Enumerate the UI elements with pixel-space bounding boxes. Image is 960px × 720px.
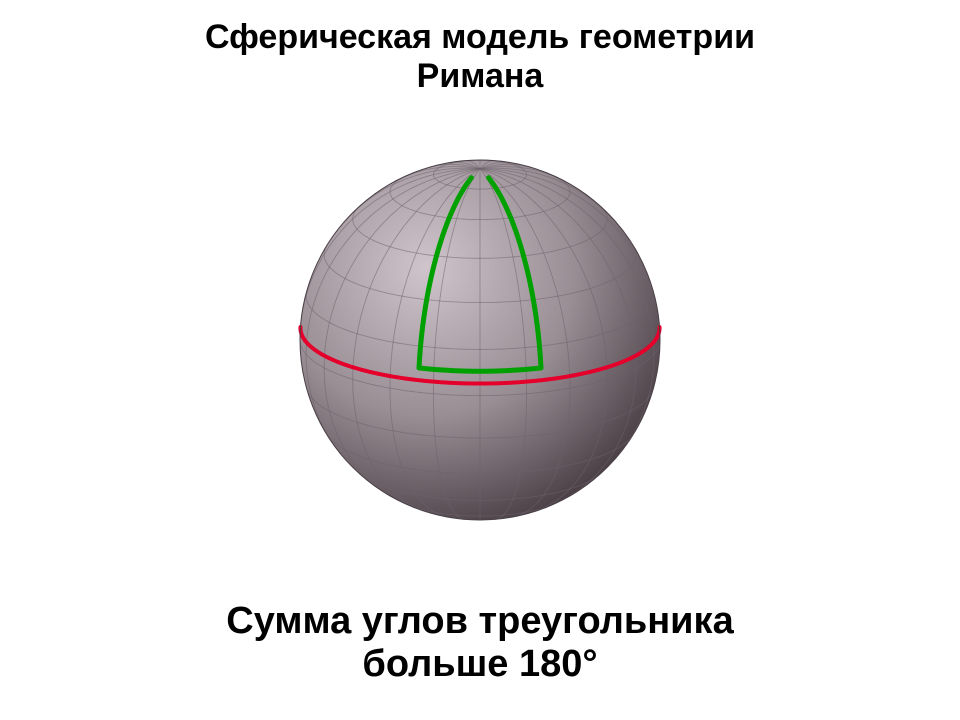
main-title: Сферическая модель геометрии Римана <box>0 18 960 96</box>
caption: Сумма углов треугольника больше 180° <box>0 600 960 686</box>
caption-line-2: больше 180° <box>0 643 960 686</box>
caption-line-1: Сумма углов треугольника <box>0 600 960 643</box>
slide: Сферическая модель геометрии Римана Сумм… <box>0 0 960 720</box>
sphere-figure <box>0 120 960 560</box>
title-line-2: Римана <box>0 57 960 96</box>
title-line-1: Сферическая модель геометрии <box>0 18 960 57</box>
sphere-svg <box>260 120 700 560</box>
